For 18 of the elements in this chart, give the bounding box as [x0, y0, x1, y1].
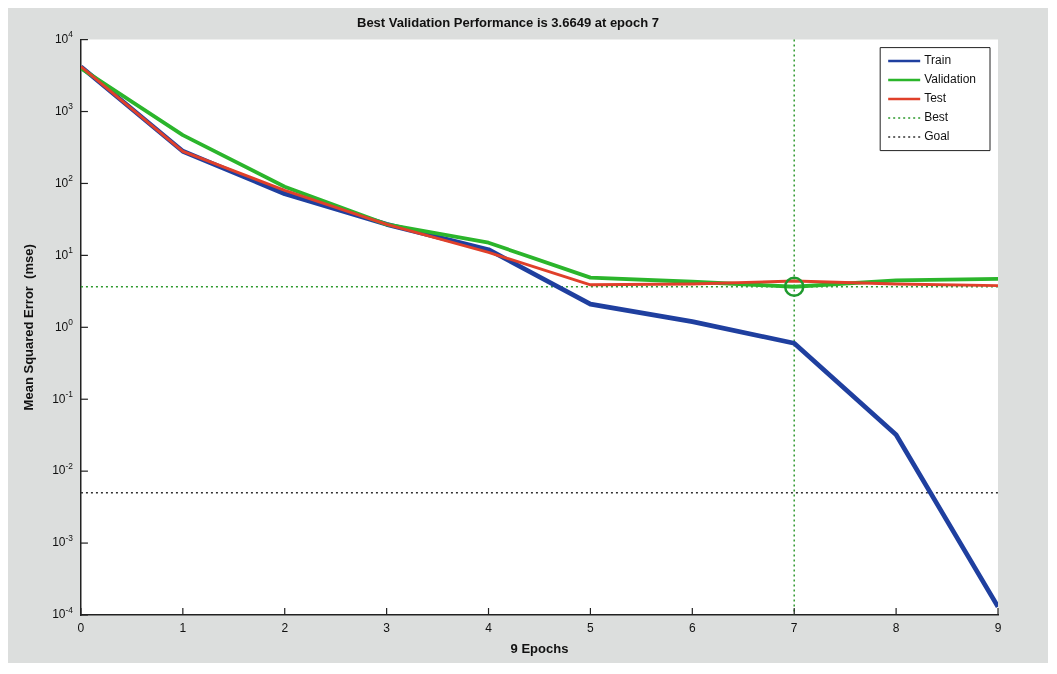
legend-label: Test	[924, 91, 947, 106]
x-tick-label: 2	[281, 620, 289, 635]
x-tick-label: 5	[587, 620, 595, 635]
x-tick-label: 4	[485, 620, 493, 635]
x-tick-label: 9	[994, 620, 1002, 635]
x-tick-label: 3	[383, 620, 391, 635]
x-tick-label: 0	[77, 620, 85, 635]
x-tick-label: 6	[688, 620, 696, 635]
x-tick-label: 7	[790, 620, 798, 635]
chart-title: Best Validation Performance is 3.6649 at epoch 7	[356, 15, 660, 31]
legend-label: Train	[924, 53, 952, 68]
x-tick-label: 1	[179, 620, 187, 635]
x-tick-label: 8	[892, 620, 900, 635]
y-axis-title: Mean Squared Error (mse)	[21, 244, 37, 411]
legend-label: Goal	[924, 129, 950, 144]
legend-label: Validation	[924, 72, 977, 87]
x-axis-title: 9 Epochs	[510, 640, 569, 656]
legend-label: Best	[924, 110, 949, 125]
